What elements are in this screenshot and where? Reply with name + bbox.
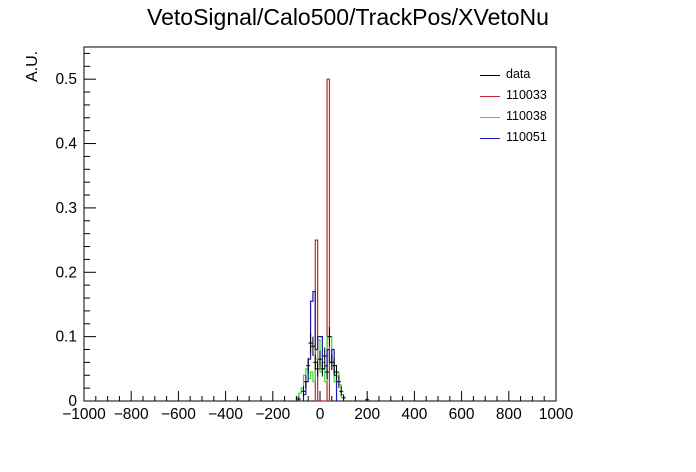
y-tick-label: 0.1 (55, 329, 77, 346)
x-tick-label: −400 (208, 406, 243, 423)
legend-label-data: data (506, 67, 531, 81)
y-tick-label: 0 (68, 393, 77, 410)
legend-label-110033: 110033 (506, 88, 547, 102)
x-tick-label: 200 (354, 406, 380, 423)
x-tick-label: 400 (401, 406, 427, 423)
y-tick-label: 0.3 (55, 200, 77, 217)
legend-item-110033: 110033 (470, 87, 570, 108)
y-axis-label: A.U. (24, 50, 41, 82)
legend-label-110038: 110038 (506, 109, 547, 123)
legend-item-110038: 110038 (470, 108, 570, 129)
legend-swatch-data (480, 75, 500, 76)
y-tick-label: 0.5 (55, 71, 77, 88)
legend-item-110051: 110051 (470, 129, 570, 150)
legend-label-110051: 110051 (506, 130, 547, 144)
legend-swatch-110038 (480, 117, 500, 118)
x-tick-label: −600 (161, 406, 196, 423)
x-tick-label: 800 (496, 406, 522, 423)
y-tick-label: 0.2 (55, 264, 77, 281)
chart-title: VetoSignal/Calo500/TrackPos/XVetoNu (147, 4, 549, 30)
x-tick-label: −800 (114, 406, 149, 423)
series-layer (295, 78, 370, 402)
y-tick-label: 0.4 (55, 136, 77, 153)
histogram-110033 (314, 78, 332, 402)
x-tick-label: 1000 (539, 406, 574, 423)
legend-swatch-110051 (480, 138, 500, 139)
legend-item-data: data (470, 66, 570, 87)
legend: data 110033 110038 110051 (470, 66, 570, 150)
x-tick-label: −1000 (62, 406, 106, 423)
x-tick-label: 600 (449, 406, 475, 423)
x-tick-label: −200 (255, 406, 290, 423)
x-tick-label: 0 (316, 406, 325, 423)
axis-layer: −1000 −800 −600 −400 −200 0 200 400 600 800 1000 0 0… (55, 52, 574, 423)
legend-swatch-110033 (480, 96, 500, 97)
